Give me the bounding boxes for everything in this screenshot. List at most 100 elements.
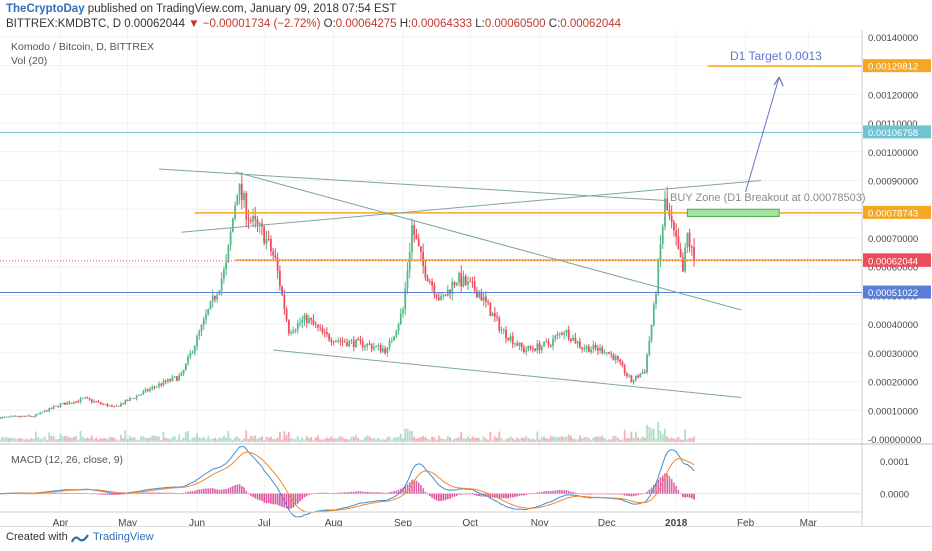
volume-bar	[608, 439, 610, 442]
volume-bar	[370, 438, 373, 442]
volume-bar	[637, 437, 640, 442]
volume-bar	[61, 436, 64, 442]
price-chart[interactable]: 0.001400000.001300000.001200000.00110000…	[0, 30, 932, 529]
candle-body	[37, 413, 39, 415]
change-value: −0.00001734 (−2.72%)	[202, 18, 321, 30]
candle-body	[209, 301, 212, 310]
candle-body	[509, 336, 512, 341]
candle-body	[601, 347, 604, 354]
macd-histogram-bar	[335, 493, 337, 494]
macd-histogram-bar	[433, 493, 436, 500]
macd-histogram-bar	[133, 493, 136, 494]
candle-body	[583, 348, 586, 350]
macd-histogram-bar	[209, 488, 212, 494]
volume-bar	[317, 435, 319, 442]
volume-bar	[482, 436, 485, 442]
candle-body	[578, 341, 581, 348]
volume-bar	[458, 437, 460, 442]
volume-bar	[55, 439, 57, 442]
macd-histogram-bar	[66, 492, 68, 494]
candle-body	[1, 417, 4, 419]
candle-body	[478, 292, 481, 298]
volume-bar	[686, 439, 689, 442]
chart-area[interactable]: 0.001400000.001300000.001200000.00110000…	[0, 30, 932, 529]
candle-body	[225, 262, 228, 270]
macd-histogram-bar	[151, 492, 154, 494]
macd-histogram-bar	[373, 492, 375, 494]
volume-bar	[350, 436, 353, 442]
candle-body	[281, 286, 284, 295]
macd-histogram-bar	[666, 474, 669, 494]
macd-histogram-bar	[464, 493, 467, 495]
x-tick-label: Jun	[189, 518, 205, 526]
x-tick-label: Apr	[53, 518, 69, 526]
volume-bar	[231, 440, 234, 442]
volume-bar	[142, 436, 145, 442]
candle-body	[126, 400, 129, 401]
x-tick-label: Mar	[800, 518, 818, 526]
volume-bar	[614, 435, 617, 442]
macd-histogram-bar	[162, 492, 165, 494]
macd-histogram-bar	[597, 493, 599, 495]
volume-bar	[294, 439, 297, 442]
volume-bar	[379, 440, 382, 442]
candle-body	[536, 343, 539, 351]
volume-bar	[619, 439, 622, 442]
macd-histogram-bar	[478, 493, 480, 497]
candle-body	[249, 220, 252, 222]
volume-bar	[240, 440, 243, 442]
volume-bar	[500, 437, 503, 442]
volume-bar	[366, 435, 369, 442]
candle-body	[328, 334, 331, 340]
volume-bar	[505, 439, 507, 442]
candle-body	[570, 338, 572, 341]
candle-body	[397, 324, 400, 331]
macd-histogram-bar	[59, 492, 62, 494]
price-tag-label: 0.00106758	[868, 128, 918, 139]
candle-body	[348, 340, 351, 347]
macd-histogram-bar	[648, 489, 651, 494]
candle-body	[554, 335, 557, 339]
macd-histogram-bar	[397, 489, 400, 494]
volume-bar	[449, 437, 451, 442]
candle-body	[556, 333, 559, 336]
candle-body	[619, 359, 622, 362]
volume-bar	[502, 440, 505, 442]
volume-bar	[364, 437, 366, 442]
volume-bar	[126, 439, 129, 442]
volume-bar	[543, 436, 545, 442]
candle-body	[637, 375, 640, 378]
volume-bar	[292, 438, 295, 442]
candle-body	[659, 244, 662, 260]
macd-histogram-bar	[285, 493, 288, 509]
candle-body	[390, 340, 393, 342]
macd-histogram-bar	[319, 492, 321, 494]
macd-histogram-bar	[77, 493, 80, 494]
macd-histogram-bar	[290, 493, 292, 509]
volume-bar	[411, 431, 413, 442]
volume-bar	[484, 438, 487, 442]
volume-bar	[395, 437, 398, 442]
macd-histogram-bar	[402, 487, 404, 494]
macd-histogram-bar	[30, 493, 33, 495]
volume-bar	[570, 435, 572, 442]
price-tag-bg	[863, 59, 931, 73]
candle-body	[375, 345, 378, 347]
volume-bar	[207, 435, 210, 442]
volume-bar	[115, 439, 118, 442]
candle-body	[417, 239, 420, 247]
volume-bar	[433, 437, 436, 442]
candle-body	[75, 400, 78, 404]
macd-histogram-bar	[211, 488, 214, 494]
publisher-name[interactable]: TheCryptoDay	[6, 3, 85, 15]
macd-histogram-bar	[220, 489, 223, 494]
macd-histogram-bar	[525, 493, 527, 495]
tradingview-brand[interactable]: TradingView	[93, 531, 154, 543]
volume-bar	[534, 440, 537, 442]
volume-bar	[554, 436, 557, 442]
volume-bar	[659, 430, 662, 442]
candle-body	[523, 347, 525, 353]
x-tick-label: 2018	[665, 518, 688, 526]
macd-histogram-bar	[99, 493, 102, 495]
candle-body	[596, 348, 599, 351]
